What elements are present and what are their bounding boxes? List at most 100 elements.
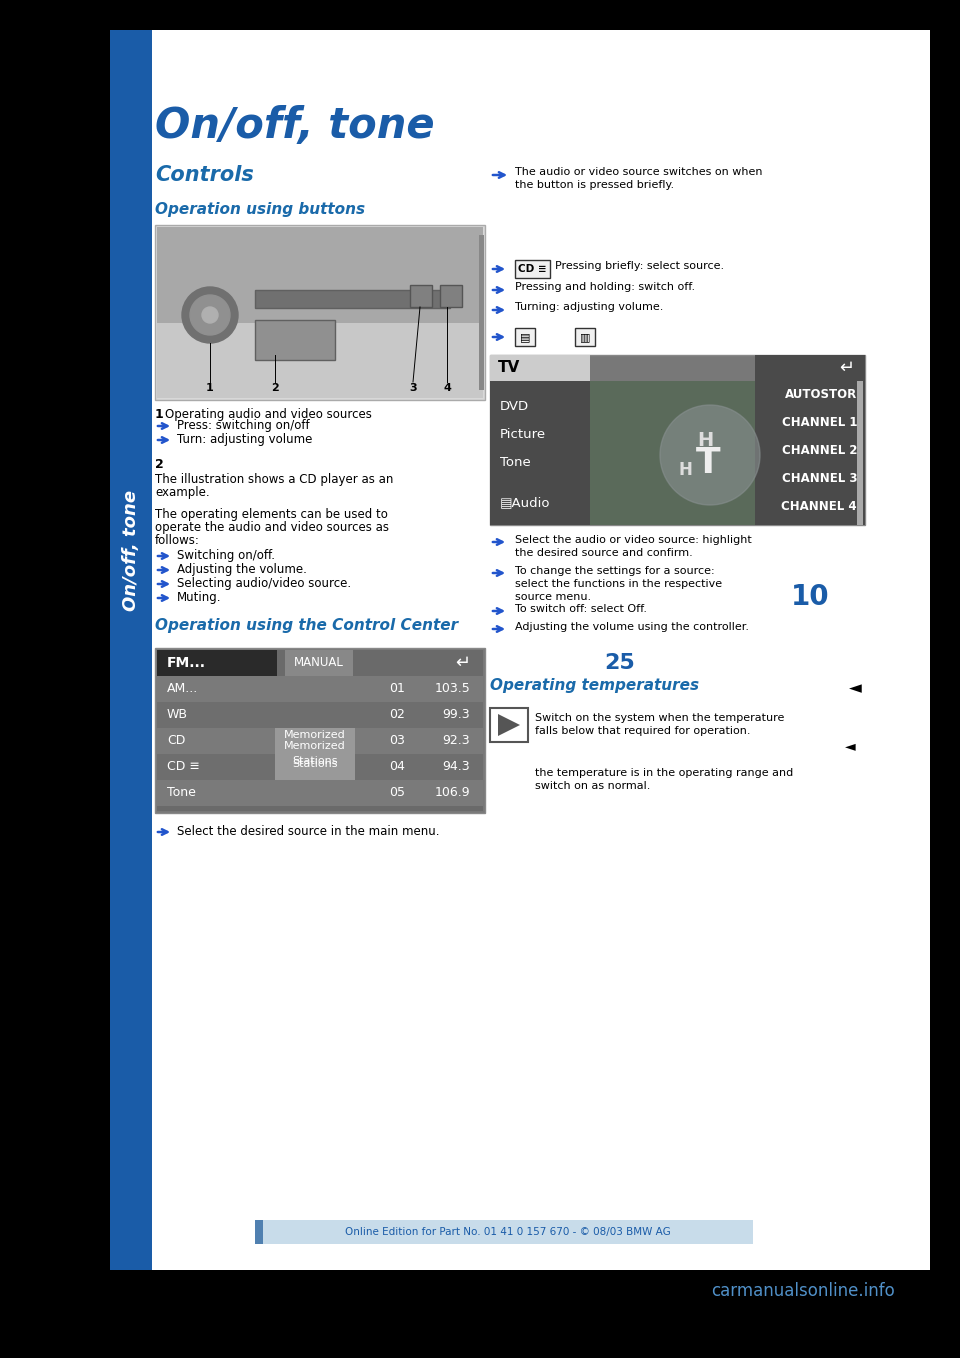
Text: follows:: follows: bbox=[155, 534, 200, 547]
Text: 1: 1 bbox=[206, 383, 214, 392]
Text: Switch on the system when the temperature: Switch on the system when the temperatur… bbox=[535, 713, 784, 722]
Text: CD ≡: CD ≡ bbox=[517, 263, 546, 274]
Text: CHANNEL 1: CHANNEL 1 bbox=[781, 417, 857, 429]
Bar bbox=[490, 382, 590, 526]
Text: carmanualsonline.info: carmanualsonline.info bbox=[711, 1282, 895, 1300]
Text: falls below that required for operation.: falls below that required for operation. bbox=[535, 727, 751, 736]
Text: TV: TV bbox=[498, 360, 520, 376]
Text: The operating elements can be used to: The operating elements can be used to bbox=[155, 508, 388, 521]
Text: 05: 05 bbox=[389, 786, 405, 800]
Text: Press: switching on/off: Press: switching on/off bbox=[177, 420, 310, 432]
Text: 106.9: 106.9 bbox=[434, 786, 470, 800]
Bar bbox=[155, 225, 485, 401]
Text: Pressing briefly: select source.: Pressing briefly: select source. bbox=[555, 261, 724, 272]
Text: H: H bbox=[697, 430, 713, 449]
Bar bbox=[410, 285, 432, 307]
Text: example.: example. bbox=[155, 486, 209, 498]
Bar bbox=[255, 291, 450, 308]
Text: 04: 04 bbox=[389, 760, 405, 774]
Text: CD ≡: CD ≡ bbox=[167, 760, 200, 774]
Text: MANUAL: MANUAL bbox=[294, 656, 344, 669]
Text: CHANNEL 3: CHANNEL 3 bbox=[781, 473, 857, 486]
Text: 10: 10 bbox=[791, 583, 830, 611]
Text: 3: 3 bbox=[409, 383, 417, 392]
Bar bbox=[157, 227, 483, 323]
Bar bbox=[255, 320, 335, 360]
Text: 94.3: 94.3 bbox=[443, 760, 470, 774]
Text: 99.3: 99.3 bbox=[443, 709, 470, 721]
Text: ▤: ▤ bbox=[519, 331, 530, 342]
Text: CHANNEL 2: CHANNEL 2 bbox=[781, 444, 857, 458]
Text: ◄: ◄ bbox=[845, 739, 855, 752]
Text: Tone: Tone bbox=[500, 456, 531, 470]
Bar bbox=[157, 754, 483, 779]
Bar bbox=[490, 354, 590, 382]
Text: switch on as normal.: switch on as normal. bbox=[535, 781, 650, 790]
Text: CHANNEL 4: CHANNEL 4 bbox=[781, 501, 857, 513]
Text: the button is pressed briefly.: the button is pressed briefly. bbox=[515, 181, 674, 190]
Text: 2: 2 bbox=[271, 383, 278, 392]
Text: Picture: Picture bbox=[500, 429, 546, 441]
Bar bbox=[157, 779, 483, 807]
Text: Adjusting the volume.: Adjusting the volume. bbox=[177, 564, 307, 576]
Text: 03: 03 bbox=[389, 735, 405, 747]
Polygon shape bbox=[498, 714, 520, 736]
Text: Operating audio and video sources: Operating audio and video sources bbox=[165, 407, 372, 421]
Circle shape bbox=[660, 405, 760, 505]
Text: On/off, tone: On/off, tone bbox=[122, 490, 140, 611]
Text: 01: 01 bbox=[389, 683, 405, 695]
Bar bbox=[755, 354, 865, 526]
Bar bbox=[590, 382, 755, 526]
Text: Memorized: Memorized bbox=[284, 741, 346, 751]
Text: Select the desired source in the main menu.: Select the desired source in the main me… bbox=[177, 826, 440, 838]
Bar bbox=[575, 329, 595, 346]
Text: operate the audio and video sources as: operate the audio and video sources as bbox=[155, 521, 389, 534]
Text: CD: CD bbox=[167, 735, 185, 747]
Text: The illustration shows a CD player as an: The illustration shows a CD player as an bbox=[155, 473, 394, 486]
Bar bbox=[440, 285, 462, 307]
Text: ▤Audio: ▤Audio bbox=[500, 497, 550, 509]
Text: Online Edition for Part No. 01 41 0 157 670 - © 08/03 BMW AG: Online Edition for Part No. 01 41 0 157 … bbox=[346, 1228, 671, 1237]
Bar bbox=[157, 650, 483, 811]
Text: ▥: ▥ bbox=[580, 331, 590, 342]
Text: Select the audio or video source: highlight: Select the audio or video source: highli… bbox=[515, 535, 752, 545]
Text: 25: 25 bbox=[605, 653, 636, 674]
Bar bbox=[490, 708, 528, 741]
Text: Memorized: Memorized bbox=[284, 731, 346, 740]
Text: Operation using the Control Center: Operation using the Control Center bbox=[155, 618, 458, 633]
Text: Operation using buttons: Operation using buttons bbox=[155, 202, 365, 217]
Text: Selecting audio/video source.: Selecting audio/video source. bbox=[177, 577, 351, 589]
Bar bbox=[275, 728, 355, 779]
Text: FM...: FM... bbox=[167, 656, 206, 669]
Text: 02: 02 bbox=[389, 709, 405, 721]
Text: WB: WB bbox=[167, 709, 188, 721]
Bar bbox=[857, 382, 863, 526]
Bar bbox=[515, 259, 550, 278]
Text: 92.3: 92.3 bbox=[443, 735, 470, 747]
Bar bbox=[157, 227, 483, 398]
Text: To change the settings for a source:: To change the settings for a source: bbox=[515, 566, 714, 576]
Text: Turning: adjusting volume.: Turning: adjusting volume. bbox=[515, 301, 663, 312]
Text: Turn: adjusting volume: Turn: adjusting volume bbox=[177, 433, 312, 445]
Text: DVD: DVD bbox=[500, 401, 529, 413]
Text: ◄: ◄ bbox=[849, 679, 861, 697]
Bar bbox=[255, 1219, 263, 1244]
Text: Tone: Tone bbox=[167, 786, 196, 800]
Text: Adjusting the volume using the controller.: Adjusting the volume using the controlle… bbox=[515, 622, 749, 631]
Text: Muting.: Muting. bbox=[177, 591, 222, 604]
Text: Stations: Stations bbox=[292, 756, 338, 766]
Bar bbox=[157, 650, 277, 676]
Text: AUTOSTOR: AUTOSTOR bbox=[784, 388, 857, 402]
Bar bbox=[263, 1219, 753, 1244]
Text: Operating temperatures: Operating temperatures bbox=[490, 678, 699, 693]
Text: The audio or video source switches on when: The audio or video source switches on wh… bbox=[515, 167, 762, 177]
Text: ↵: ↵ bbox=[839, 359, 854, 378]
Text: H: H bbox=[678, 460, 692, 479]
Circle shape bbox=[190, 295, 230, 335]
Text: Stations: Stations bbox=[292, 759, 338, 769]
Text: AM...: AM... bbox=[167, 683, 199, 695]
Text: Switching on/off.: Switching on/off. bbox=[177, 549, 275, 562]
Text: 103.5: 103.5 bbox=[434, 683, 470, 695]
Text: the desired source and confirm.: the desired source and confirm. bbox=[515, 549, 693, 558]
Text: 2: 2 bbox=[155, 458, 164, 471]
